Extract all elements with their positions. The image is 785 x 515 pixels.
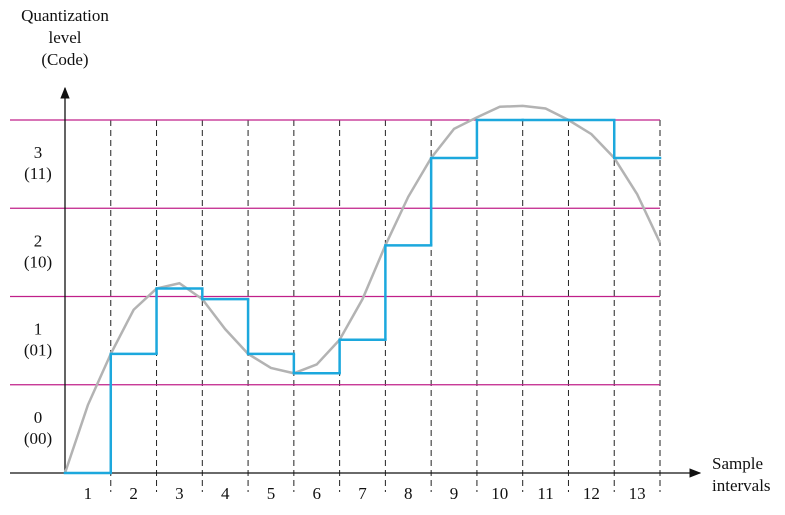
x-axis-label: Sample <box>712 454 763 473</box>
x-tick-label: 13 <box>629 484 646 503</box>
y-axis-label: Quantization <box>21 6 109 25</box>
x-tick-label: 6 <box>312 484 321 503</box>
x-tick-label: 11 <box>537 484 553 503</box>
level-label: 3 <box>34 143 43 162</box>
level-code: (01) <box>24 341 52 360</box>
x-tick-label: 4 <box>221 484 230 503</box>
plot: 1 2 3 4 5 6 7 8 9 10 11 12 130(00)1(01)2(10)3(11)Qua… <box>10 6 771 503</box>
x-tick-label: 3 <box>175 484 184 503</box>
x-tick-label: 1 <box>84 484 93 503</box>
x-tick-label: 5 <box>267 484 276 503</box>
x-tick-label: 9 <box>450 484 459 503</box>
x-tick-label: 2 <box>129 484 138 503</box>
x-tick-label: 8 <box>404 484 413 503</box>
x-tick-label: 12 <box>583 484 600 503</box>
level-label: 1 <box>34 320 43 339</box>
level-label: 2 <box>34 231 43 250</box>
y-axis-label: (Code) <box>41 50 88 69</box>
x-tick-label: 7 <box>358 484 367 503</box>
level-code: (10) <box>24 252 52 271</box>
y-axis-label: level <box>48 28 81 47</box>
analog-signal <box>63 104 662 474</box>
level-code: (00) <box>24 429 52 448</box>
level-code: (11) <box>24 164 52 183</box>
level-label: 0 <box>34 408 43 427</box>
x-axis-label: intervals <box>712 476 771 495</box>
x-tick-label: 10 <box>491 484 508 503</box>
